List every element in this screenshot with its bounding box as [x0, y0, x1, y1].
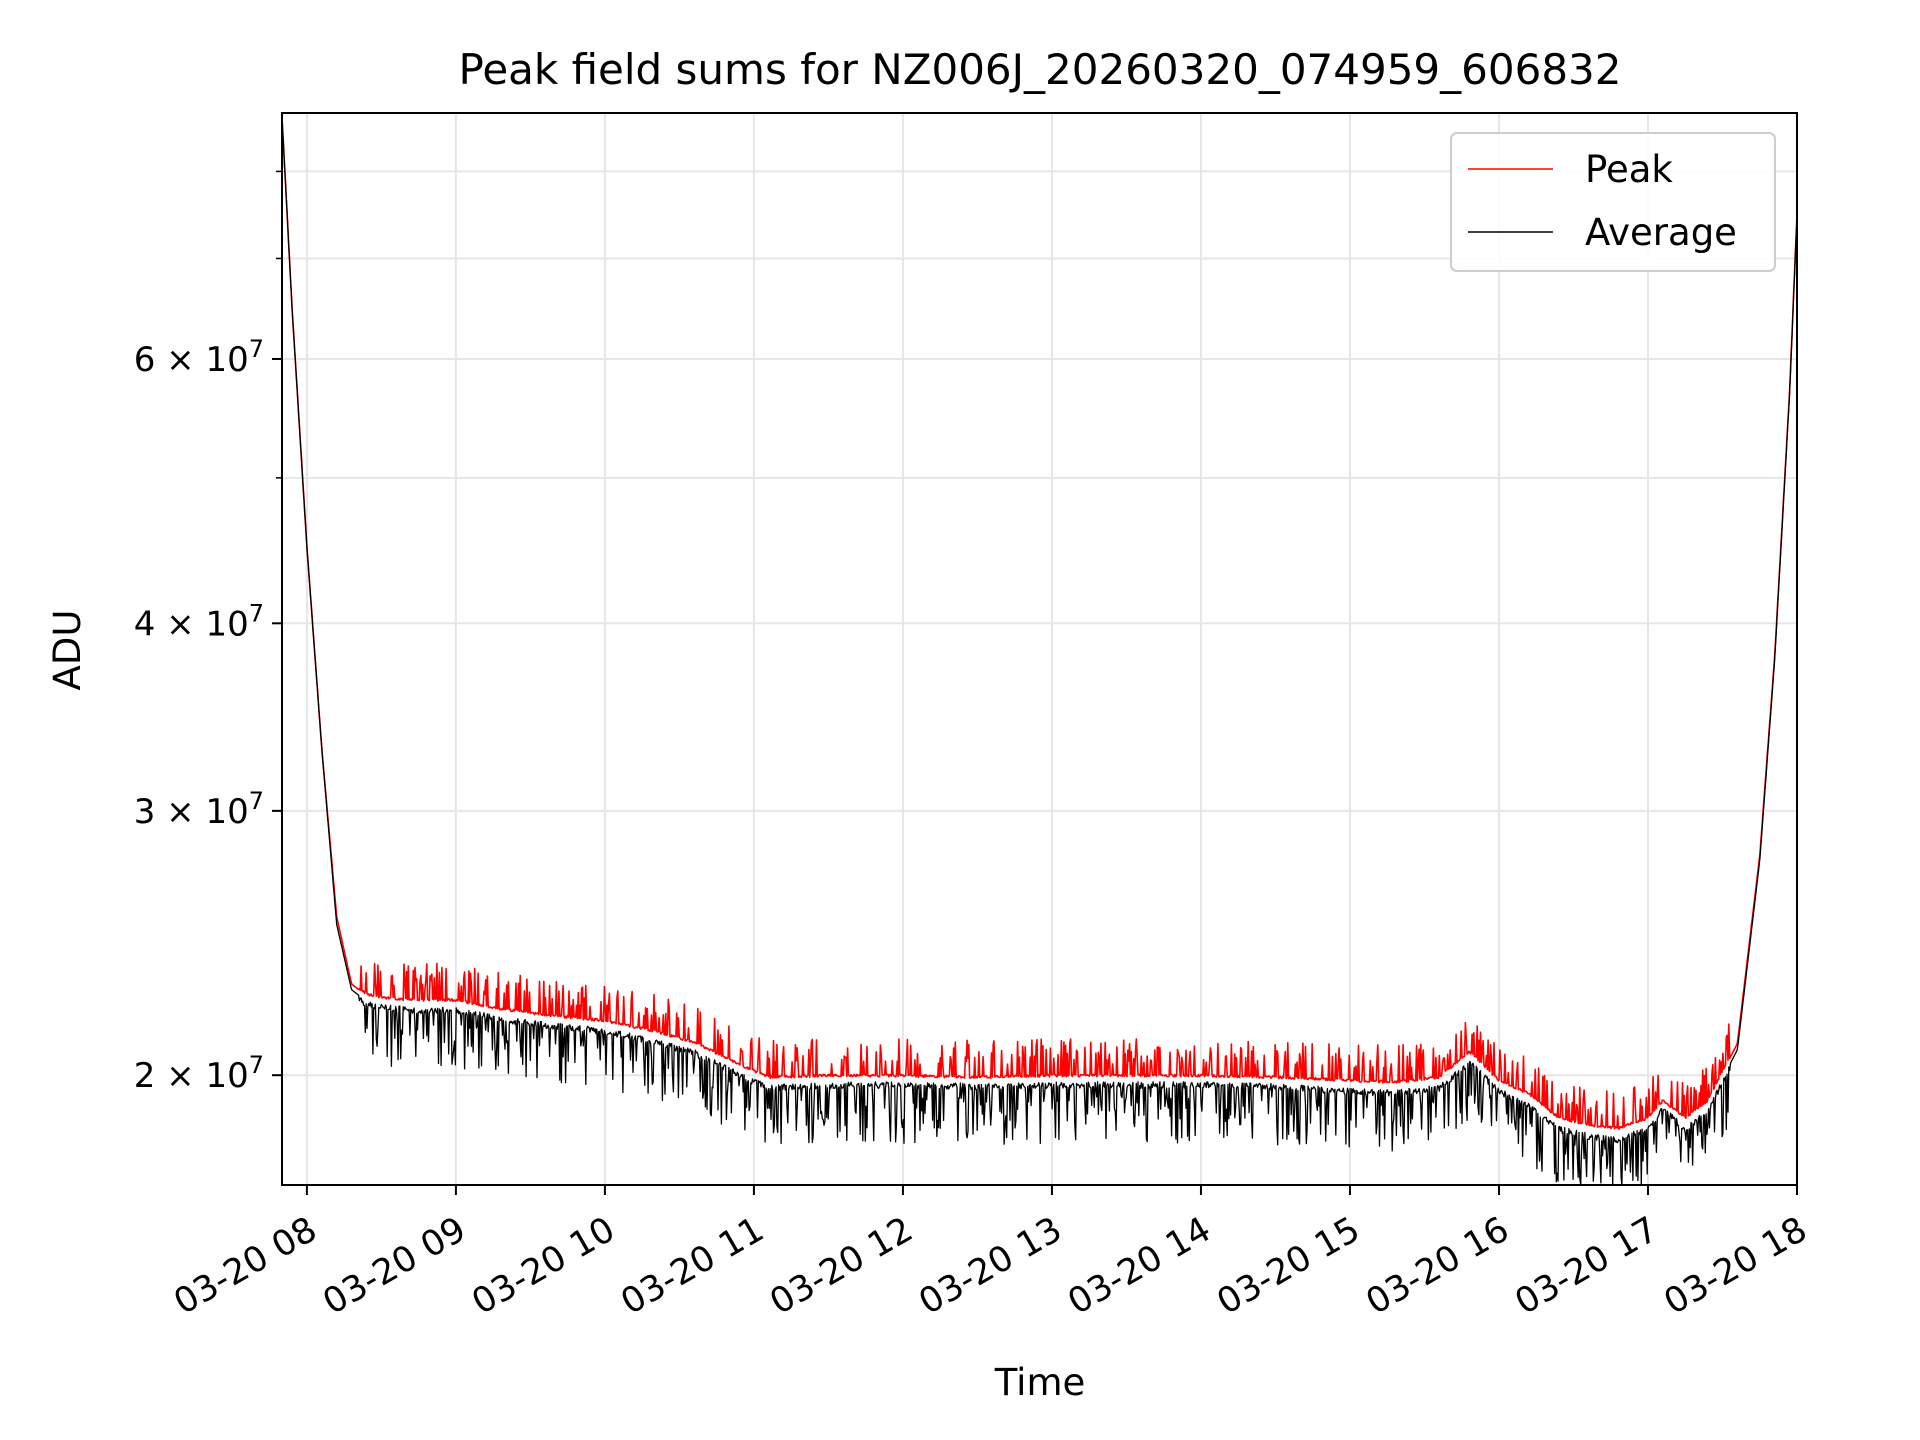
legend: Peak Average: [1450, 132, 1776, 272]
y-tick-mantissa: 2: [134, 1056, 156, 1096]
series-lines: [281, 116, 1798, 1186]
plot-area-frame: [281, 112, 1798, 1186]
y-tick-base: 10: [205, 1056, 248, 1096]
y-tick-base: 10: [205, 340, 248, 380]
y-tick-label: 3 × 107: [134, 787, 264, 832]
y-tick-base: 10: [205, 792, 248, 832]
series-peak-line: [281, 116, 1798, 1130]
x-axis-label: Time: [994, 1361, 1086, 1404]
y-tick-times: ×: [155, 340, 205, 380]
y-tick-mantissa: 3: [134, 792, 156, 832]
legend-average-label: Average: [1585, 211, 1737, 254]
y-tick-label: 4 × 107: [134, 599, 264, 644]
chart-title: Peak field sums for NZ006J_20260320_0749…: [459, 45, 1622, 94]
y-tick-exponent: 7: [249, 599, 264, 627]
y-tick-mantissa: 6: [134, 340, 156, 380]
y-tick-mantissa: 4: [134, 604, 156, 644]
y-tick-exponent: 7: [249, 335, 264, 363]
y-tick-exponent: 7: [249, 1051, 264, 1079]
legend-peak-label: Peak: [1585, 148, 1673, 191]
y-tick-base: 10: [205, 604, 248, 644]
y-tick-label: 2 × 107: [134, 1051, 264, 1096]
legend-box: [1450, 132, 1776, 272]
y-tick-times: ×: [155, 792, 205, 832]
y-tick-label: 6 × 107: [134, 335, 264, 380]
y-tick-exponent: 7: [249, 787, 264, 815]
y-tick-times: ×: [155, 1056, 205, 1096]
series-average-line: [281, 116, 1798, 1186]
y-axis-label: ADU: [46, 610, 89, 691]
y-tick-times: ×: [155, 604, 205, 644]
